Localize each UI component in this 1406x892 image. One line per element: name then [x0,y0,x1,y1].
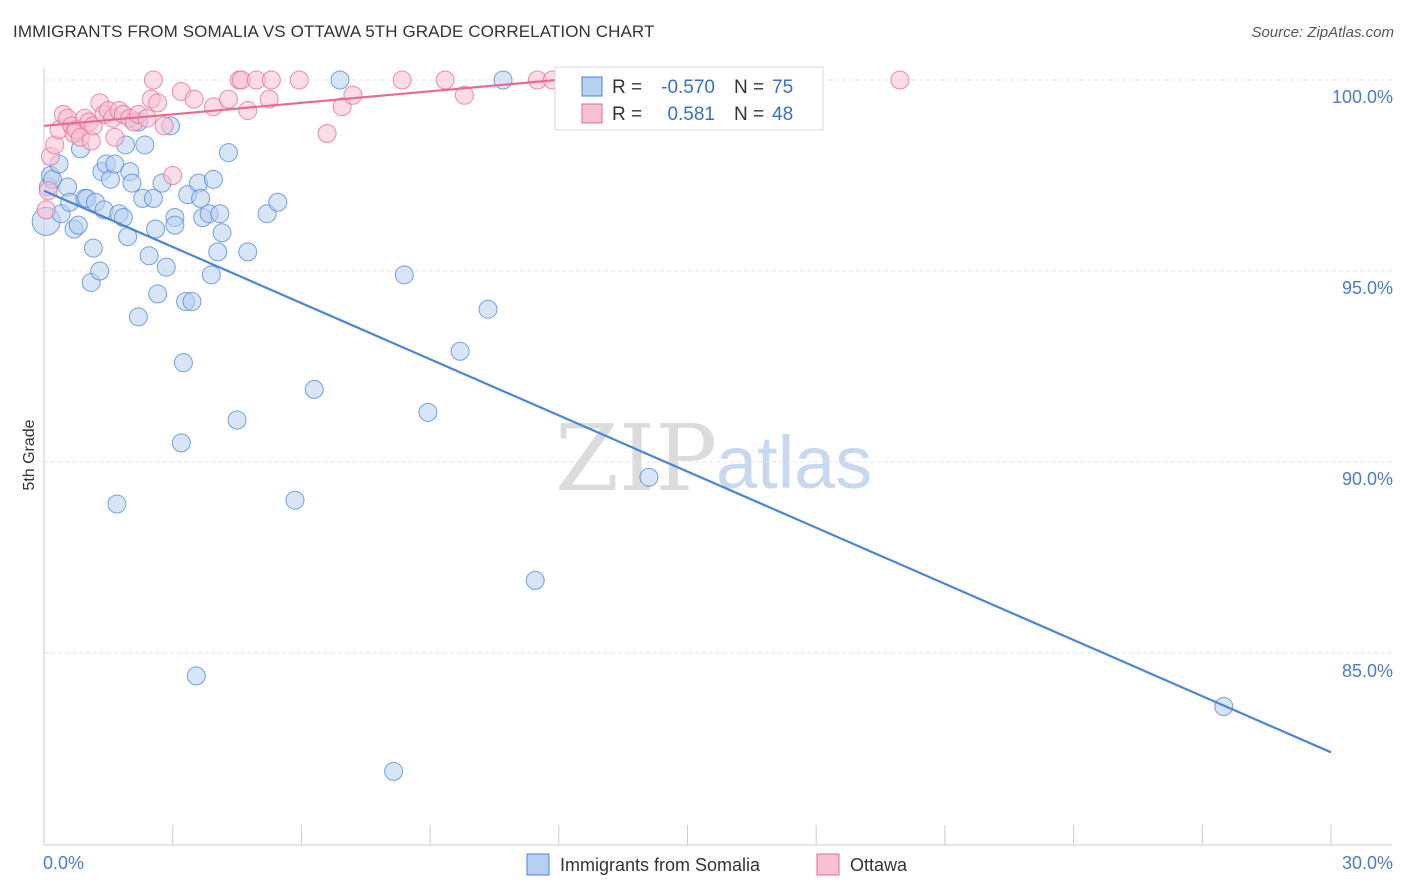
data-point-somalia [203,169,223,189]
data-point-somalia [107,494,127,514]
x-tick-label-min: 0.0% [43,853,84,873]
data-point-somalia [143,188,163,208]
legend-swatch-somalia [581,76,603,97]
legend-n-value-somalia: 75 [772,77,793,98]
y-tick-label-85: 85.0% [1342,661,1393,681]
data-point-somalia [122,173,142,193]
data-point-somalia [478,299,498,319]
legend-swatch-ottawa [581,103,603,124]
y-tick-label-95: 95.0% [1342,278,1393,298]
data-point-somalia [304,379,324,399]
stats-legend: R = -0.570 N = 75 R = 0.581 N = 48 [554,66,824,131]
data-point-ottawa [238,101,258,121]
data-point-somalia [525,570,545,590]
data-point-somalia [450,341,470,361]
watermark: ZIP atlas [555,405,872,512]
data-point-somalia [135,135,155,155]
data-point-somalia [330,70,350,90]
data-point-ottawa [317,123,337,143]
x-tick-label-max: 30.0% [1342,853,1393,873]
trendlines [43,78,1332,754]
data-point-somalia [268,192,288,212]
data-point-ottawa [105,127,125,147]
legend-r-value-somalia: -0.570 [661,77,715,98]
data-point-ottawa [38,181,58,201]
data-point-somalia [210,204,230,224]
data-point-somalia [218,143,238,163]
bottom-legend-label-somalia: Immigrants from Somalia [560,855,761,875]
data-point-somalia [173,353,193,373]
data-point-somalia [418,402,438,422]
watermark-zip: ZIP [555,405,717,512]
data-point-ottawa [143,70,163,90]
data-point-somalia [208,242,228,262]
data-point-somalia [394,265,414,285]
data-point-ottawa [259,89,279,109]
data-point-somalia [238,242,258,262]
data-point-somalia [165,215,185,235]
bottom-legend-label-ottawa: Ottawa [850,855,908,875]
data-point-somalia [212,223,232,243]
bottom-legend-swatch-ottawa [816,853,840,876]
source-label: Source: ZipAtlas.com [1251,24,1394,41]
chart-title: IMMIGRANTS FROM SOMALIA VS OTTAWA 5TH GR… [13,22,655,41]
y-tick-label-100: 100.0% [1332,87,1393,107]
legend-r-label-2: R = [612,104,642,125]
trendline-ottawa [43,78,557,127]
trendline-somalia [43,189,1332,754]
legend-n-label-2: N = [734,104,764,125]
data-point-somalia [146,219,166,239]
series-legend: Immigrants from Somalia Ottawa [526,853,908,876]
data-point-somalia [148,284,168,304]
axes [43,68,1392,846]
data-point-somalia [201,265,221,285]
data-point-ottawa [154,116,174,136]
legend-n-label-1: N = [734,77,764,98]
data-point-somalia [83,238,103,258]
data-point-somalia [227,410,247,430]
data-point-somalia [639,467,659,487]
data-point-somalia [105,154,125,174]
data-point-ottawa [454,85,474,105]
data-point-ottawa [218,89,238,109]
bottom-legend-swatch-somalia [526,853,550,876]
data-point-ottawa [435,70,455,90]
data-point-ottawa [36,200,56,220]
data-point-ottawa [148,93,168,113]
data-point-ottawa [163,166,183,185]
data-point-ottawa [343,85,363,105]
gridlines [44,79,1392,654]
data-point-somalia [128,307,148,327]
data-point-somalia [139,246,159,266]
data-point-ottawa [392,70,412,90]
data-point-ottawa [289,70,309,90]
data-point-ottawa [261,70,281,90]
data-point-somalia [156,257,176,277]
data-point-somalia [171,433,191,453]
data-point-ottawa [890,70,910,90]
y-tick-label-90: 90.0% [1342,469,1393,489]
legend-n-value-ottawa: 48 [772,104,793,125]
data-point-somalia [191,188,211,208]
data-point-somalia [285,490,305,510]
legend-r-value-ottawa: 0.581 [667,104,715,125]
data-point-somalia [186,666,206,686]
data-point-somalia [90,261,110,281]
y-axis-title: 5th Grade [21,419,38,490]
data-point-ottawa [184,89,204,109]
legend-r-label-1: R = [612,77,642,98]
data-point-somalia [384,761,404,781]
data-point-somalia [68,215,88,235]
data-point-somalia [182,292,202,312]
